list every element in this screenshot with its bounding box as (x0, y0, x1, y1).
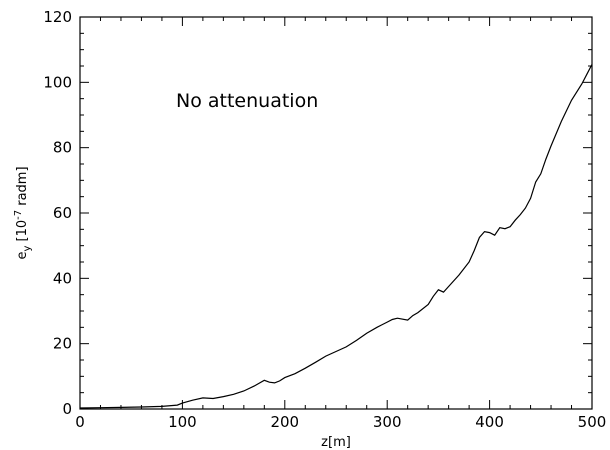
x-tick-label: 100 (168, 413, 197, 431)
y-axis-title-suffix: radm] (15, 166, 30, 209)
y-tick-label: 0 (62, 400, 72, 418)
x-tick-label: 500 (578, 413, 607, 431)
y-tick-label: 120 (43, 8, 72, 26)
y-tick-label: 60 (53, 204, 72, 222)
x-axis-ticks: 0 100 200 300 400 500 (75, 17, 606, 431)
x-tick-label: 200 (270, 413, 299, 431)
y-axis-ticks: 0 20 40 60 80 100 120 (43, 8, 592, 418)
y-axis-title-base: e (15, 252, 30, 260)
series-line (79, 64, 593, 409)
y-axis-title-subscript: y (22, 246, 33, 252)
annotation-text: No attenuation (176, 90, 318, 112)
x-tick-label: 300 (373, 413, 402, 431)
y-tick-label: 80 (53, 139, 72, 157)
y-tick-label: 20 (53, 335, 72, 353)
plot-frame (79, 16, 593, 410)
y-axis-title-exponent: -7 (13, 210, 24, 220)
y-tick-label: 100 (43, 73, 72, 91)
x-tick-label: 400 (475, 413, 504, 431)
x-tick-label: 0 (75, 413, 85, 431)
y-tick-label: 40 (53, 269, 72, 287)
y-axis-title: ey [10-7 radm] (13, 166, 33, 259)
y-axis-title-prefix: [10 (15, 220, 30, 246)
x-axis-title: z[m] (321, 435, 351, 450)
